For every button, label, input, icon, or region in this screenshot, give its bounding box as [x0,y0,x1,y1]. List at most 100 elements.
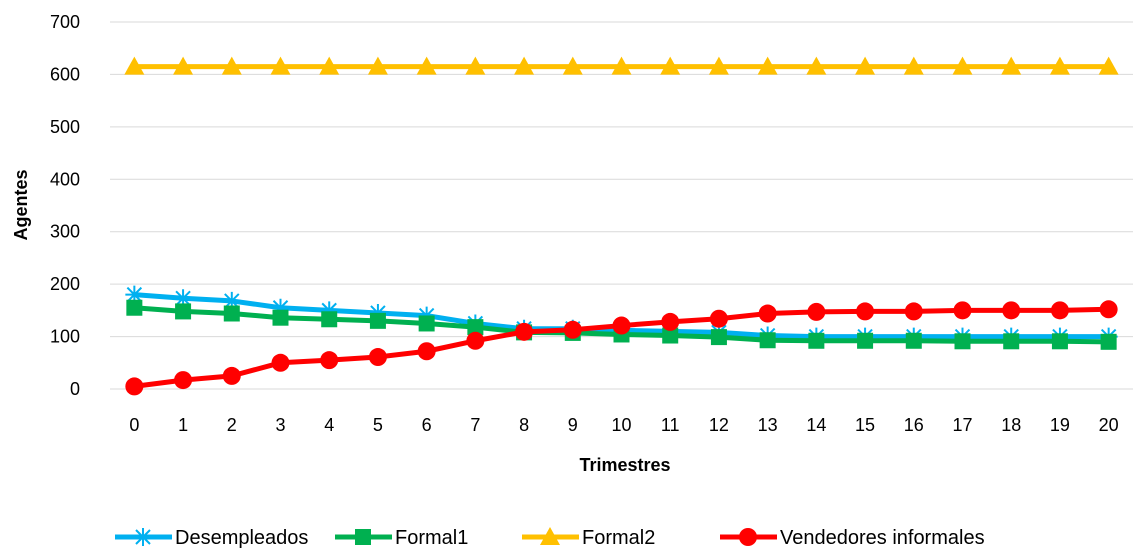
marker-triangle [124,56,145,75]
marker-circle [222,366,241,385]
marker-star [222,291,241,310]
y-tick-label: 200 [50,274,80,294]
marker-square [710,329,727,346]
legend-label: Desempleados [175,527,308,549]
marker-circle [856,302,875,321]
x-tick-label: 13 [758,415,778,435]
x-tick-label: 18 [1001,415,1021,435]
legend-label: Formal2 [582,527,655,549]
y-tick-label: 0 [70,379,80,399]
marker-triangle [270,56,291,75]
marker-square [467,319,484,336]
marker-square [759,332,776,349]
y-tick-label: 400 [50,169,80,189]
x-tick-label: 4 [324,415,334,435]
marker-triangle [319,56,340,75]
y-tick-label: 300 [50,222,80,242]
marker-circle [807,302,826,321]
marker-circle [320,351,339,370]
marker-circle [515,322,534,341]
marker-triangle [562,56,583,75]
marker-triangle [367,56,388,75]
marker-square [418,315,435,332]
marker-square [321,311,338,328]
x-tick-label: 2 [227,415,237,435]
marker-square [662,327,679,344]
legend-label: Vendedores informales [780,527,985,549]
marker-circle [739,528,757,546]
marker-square [369,312,386,329]
marker-square [954,333,971,350]
x-tick-label: 7 [470,415,480,435]
marker-star [125,285,144,304]
marker-circle [417,342,436,361]
marker-triangle [1049,56,1070,75]
marker-circle [612,316,631,335]
marker-square [1003,333,1020,350]
x-tick-label: 11 [661,415,680,435]
marker-square [272,309,289,326]
legend-item: Vendedores informales [720,527,985,549]
x-axis-ticks: 0 1 2 3 4 5 6 7 8 9 10 11 12 13 14 15 16 17 18 19 20 [129,415,1118,435]
x-axis-title: Trimestres [579,455,670,475]
x-tick-label: 0 [129,415,139,435]
marker-triangle [1098,56,1119,75]
marker-circle [1099,300,1118,319]
marker-circle [1002,301,1021,320]
x-tick-label: 5 [373,415,383,435]
marker-circle [368,348,387,367]
marker-circle [174,371,193,390]
marker-square [355,529,371,545]
marker-triangle [660,56,681,75]
marker-triangle [1001,56,1022,75]
marker-triangle [540,527,560,545]
marker-circle [758,304,777,323]
x-tick-label: 6 [422,415,432,435]
series-3 [125,300,1118,396]
series-2 [124,56,1119,75]
x-tick-label: 20 [1099,415,1119,435]
marker-triangle [757,56,778,75]
marker-circle [125,377,144,396]
legend: Desempleados Formal1 Formal2 Vendedores inf… [115,527,985,549]
series-layer [124,56,1119,396]
marker-circle [904,302,923,321]
marker-square [126,299,143,316]
marker-square [905,332,922,349]
x-tick-label: 9 [568,415,578,435]
marker-square [1100,333,1117,350]
marker-circle [1050,301,1069,320]
x-tick-label: 8 [519,415,529,435]
x-tick-label: 10 [611,415,631,435]
x-tick-label: 16 [904,415,924,435]
y-tick-label: 600 [50,64,80,84]
marker-triangle [952,56,973,75]
marker-triangle [855,56,876,75]
x-tick-label: 12 [709,415,729,435]
marker-square [857,332,874,349]
y-axis-ticks: 0 100 200 300 400 500 600 700 [50,12,80,399]
legend-item: Formal2 [522,527,655,549]
x-tick-label: 1 [178,415,188,435]
marker-star [271,298,290,317]
y-axis-title: Agentes [11,169,31,240]
marker-star [320,301,339,320]
x-tick-label: 14 [806,415,826,435]
marker-square [808,332,825,349]
marker-triangle [806,56,827,75]
x-tick-label: 17 [952,415,972,435]
marker-square [175,303,192,320]
x-tick-label: 15 [855,415,875,435]
marker-triangle [903,56,924,75]
y-tick-label: 500 [50,117,80,137]
marker-triangle [708,56,729,75]
marker-circle [271,353,290,372]
marker-triangle [221,56,242,75]
marker-triangle [416,56,437,75]
marker-circle [466,331,485,350]
marker-triangle [173,56,194,75]
marker-circle [709,309,728,328]
marker-square [223,305,240,322]
y-tick-label: 700 [50,12,80,32]
